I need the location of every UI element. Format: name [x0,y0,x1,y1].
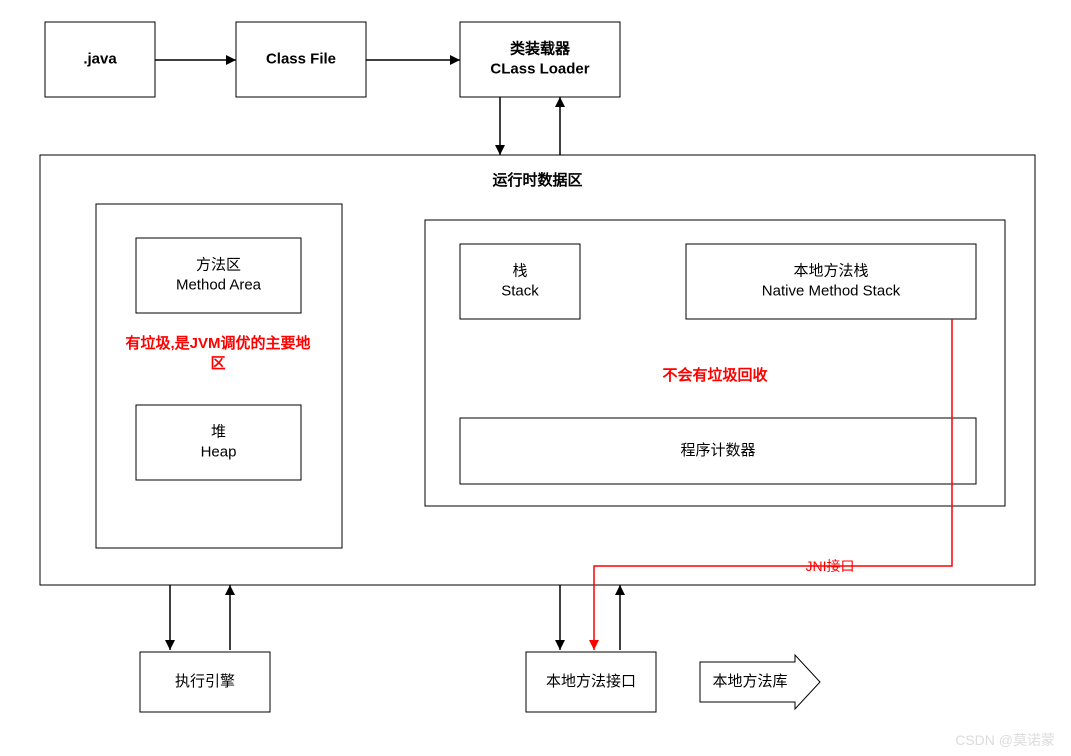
heap-box-label: Heap [201,443,237,460]
runtime-area-title: 运行时数据区 [492,171,582,189]
stack-box-label: Stack [501,282,539,299]
program-counter-box-label: 程序计数器 [680,442,755,459]
native-method-stack-box-label: Native Method Stack [762,282,901,299]
stack-box-label: 栈 [512,262,527,279]
jni-label: JNI接口 [806,558,855,574]
classloader-box-label: 类装载器 [510,39,571,57]
native-interface-box-label: 本地方法接口 [546,673,636,690]
method-area-box-label: Method Area [176,276,262,293]
native-method-stack-box-label: 本地方法栈 [793,262,868,279]
classloader-box-label: CLass Loader [490,60,589,77]
method-area-box-label: 方法区 [196,256,241,273]
java-box-label: .java [83,50,117,67]
heap-box-label: 堆 [211,423,226,440]
nogc-annotation: 不会有垃圾回收 [662,366,767,384]
gc-annotation: 区 [210,355,225,372]
execution-engine-box-label: 执行引擎 [175,673,235,690]
native-lib-label: 本地方法库 [712,673,787,690]
classfile-box-label: Class File [266,50,336,67]
gc-annotation: 有垃圾,是JVM调优的主要地 [125,334,310,352]
watermark: CSDN @莫诺蒙 [955,732,1055,748]
